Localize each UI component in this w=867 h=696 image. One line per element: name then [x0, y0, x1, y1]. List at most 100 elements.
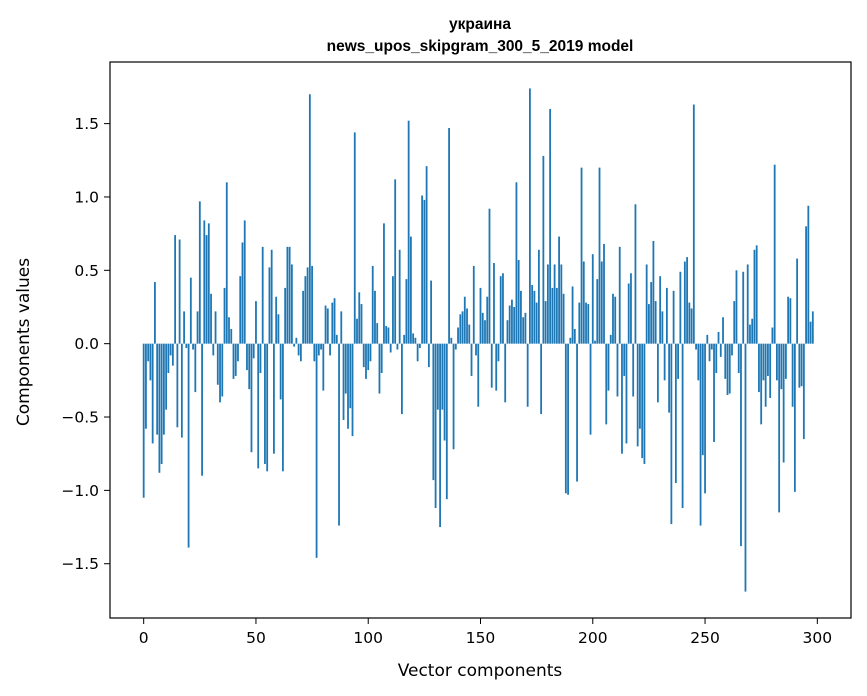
bar-81 — [324, 305, 327, 344]
bar-3 — [149, 343, 152, 381]
bar-104 — [376, 323, 379, 344]
bar-86 — [335, 334, 338, 344]
bar-290 — [793, 343, 796, 492]
bar-258 — [722, 317, 724, 344]
bar-179 — [544, 301, 547, 344]
bar-263 — [733, 301, 736, 344]
bar-182 — [551, 287, 554, 344]
bar-7 — [158, 343, 161, 473]
bar-131 — [436, 343, 439, 410]
bar-208 — [609, 334, 612, 344]
bar-248 — [699, 343, 702, 526]
bar-180 — [546, 264, 549, 344]
bar-234 — [668, 343, 671, 413]
bar-22 — [192, 343, 194, 350]
bar-95 — [356, 318, 358, 344]
bar-14 — [174, 235, 177, 344]
bar-49 — [252, 343, 255, 359]
bar-149 — [477, 343, 480, 407]
axis-ticks: 0 50 100 150 200 250 300 −1.5 −1.0 −0.5 0.0 0.5 1.0 1… — [61, 115, 832, 647]
bar-261 — [728, 343, 731, 394]
bar-32 — [214, 311, 217, 344]
x-tick-label: 50 — [246, 629, 266, 647]
bar-0 — [142, 343, 145, 498]
bar-105 — [378, 343, 381, 394]
bar-190 — [569, 337, 572, 344]
y-tick-label: −0.5 — [61, 409, 99, 427]
bar-55 — [266, 343, 269, 472]
bar-134 — [443, 343, 446, 441]
bar-158 — [497, 343, 500, 362]
bar-221 — [639, 343, 641, 429]
bar-154 — [488, 208, 491, 344]
bar-197 — [585, 302, 587, 344]
bar-107 — [383, 223, 385, 344]
bar-114 — [398, 249, 401, 344]
bar-175 — [535, 302, 538, 344]
bar-9 — [162, 343, 165, 435]
bar-118 — [407, 120, 410, 344]
bar-77 — [315, 343, 318, 558]
bar-18 — [183, 311, 185, 344]
bar-230 — [659, 276, 662, 344]
bar-40 — [232, 343, 235, 379]
bar-283 — [778, 343, 781, 513]
bar-145 — [468, 324, 471, 344]
bar-298 — [811, 311, 814, 344]
x-tick-label: 0 — [139, 629, 149, 647]
bar-215 — [625, 343, 628, 444]
bar-142 — [461, 311, 464, 344]
bar-291 — [796, 258, 799, 344]
bar-227 — [652, 240, 655, 344]
bar-189 — [567, 343, 569, 495]
bar-83 — [329, 343, 331, 356]
bar-116 — [403, 334, 406, 344]
bar-39 — [230, 329, 233, 344]
y-tick-label: 1.5 — [74, 115, 99, 133]
bar-214 — [623, 343, 626, 376]
bar-222 — [641, 343, 644, 459]
bar-93 — [351, 343, 354, 437]
bar-61 — [279, 343, 282, 400]
bar-192 — [573, 329, 576, 344]
bar-183 — [553, 264, 556, 344]
bar-87 — [338, 343, 340, 526]
bar-253 — [710, 343, 713, 350]
bar-89 — [342, 343, 345, 420]
bar-66 — [290, 264, 293, 344]
bar-296 — [807, 205, 810, 344]
bar-162 — [506, 320, 509, 344]
bar-268 — [744, 343, 747, 592]
bar-199 — [589, 343, 592, 435]
bar-19 — [185, 343, 188, 349]
bar-103 — [374, 290, 376, 344]
bar-297 — [809, 321, 812, 344]
bar-29 — [207, 223, 210, 344]
bar-167 — [517, 260, 520, 344]
bar-246 — [695, 343, 697, 350]
bar-133 — [441, 343, 444, 410]
bar-6 — [156, 343, 159, 435]
bar-223 — [643, 343, 646, 464]
bar-260 — [726, 343, 729, 396]
bar-146 — [470, 343, 473, 376]
bar-262 — [731, 343, 733, 356]
bar-108 — [385, 326, 388, 344]
bar-44 — [241, 242, 244, 344]
bar-111 — [392, 276, 394, 344]
bar-245 — [692, 104, 695, 344]
bar-272 — [753, 249, 756, 344]
bar-203 — [598, 167, 601, 344]
bar-65 — [288, 246, 291, 344]
bar-41 — [234, 343, 237, 376]
bar-273 — [755, 245, 758, 344]
bar-25 — [198, 201, 201, 344]
bar-225 — [648, 304, 650, 344]
bar-132 — [439, 343, 441, 528]
bar-75 — [311, 265, 313, 344]
bar-34 — [219, 343, 221, 403]
bar-193 — [576, 343, 578, 482]
bar-163 — [508, 305, 511, 344]
bar-94 — [353, 132, 356, 344]
bar-213 — [621, 343, 623, 454]
